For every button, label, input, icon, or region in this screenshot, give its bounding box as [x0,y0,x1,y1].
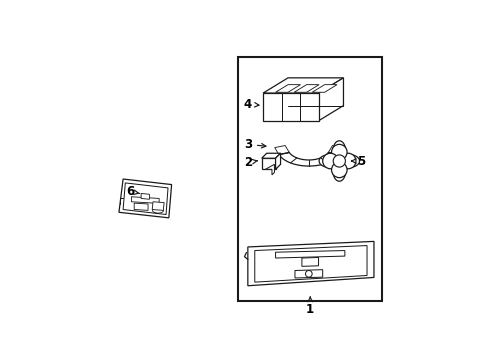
Polygon shape [254,246,366,282]
Polygon shape [119,179,171,218]
Polygon shape [134,203,148,210]
Circle shape [305,270,311,277]
Polygon shape [263,93,318,121]
Text: 4: 4 [243,98,259,111]
Polygon shape [327,145,342,154]
Polygon shape [319,141,359,181]
Polygon shape [261,153,280,158]
Polygon shape [293,85,319,92]
Polygon shape [275,85,300,92]
Polygon shape [275,153,280,169]
Polygon shape [278,152,338,166]
Polygon shape [294,270,322,278]
Circle shape [322,153,338,169]
Polygon shape [318,78,343,121]
Polygon shape [311,85,336,92]
Polygon shape [301,257,318,266]
Polygon shape [275,251,344,258]
Circle shape [334,156,344,166]
Polygon shape [261,158,275,169]
Polygon shape [123,183,168,215]
Polygon shape [265,164,274,175]
Text: 6: 6 [125,185,140,198]
Text: 2: 2 [244,156,257,169]
Text: 5: 5 [351,154,365,167]
Circle shape [332,155,345,167]
Polygon shape [274,145,289,154]
Polygon shape [152,202,164,210]
Polygon shape [247,242,373,286]
Polygon shape [141,193,149,199]
Polygon shape [263,78,343,93]
Polygon shape [131,197,159,203]
Bar [238,57,382,301]
Circle shape [331,162,346,177]
Circle shape [340,153,355,169]
Text: 1: 1 [305,297,314,316]
Text: 3: 3 [244,138,265,151]
Circle shape [331,144,346,160]
